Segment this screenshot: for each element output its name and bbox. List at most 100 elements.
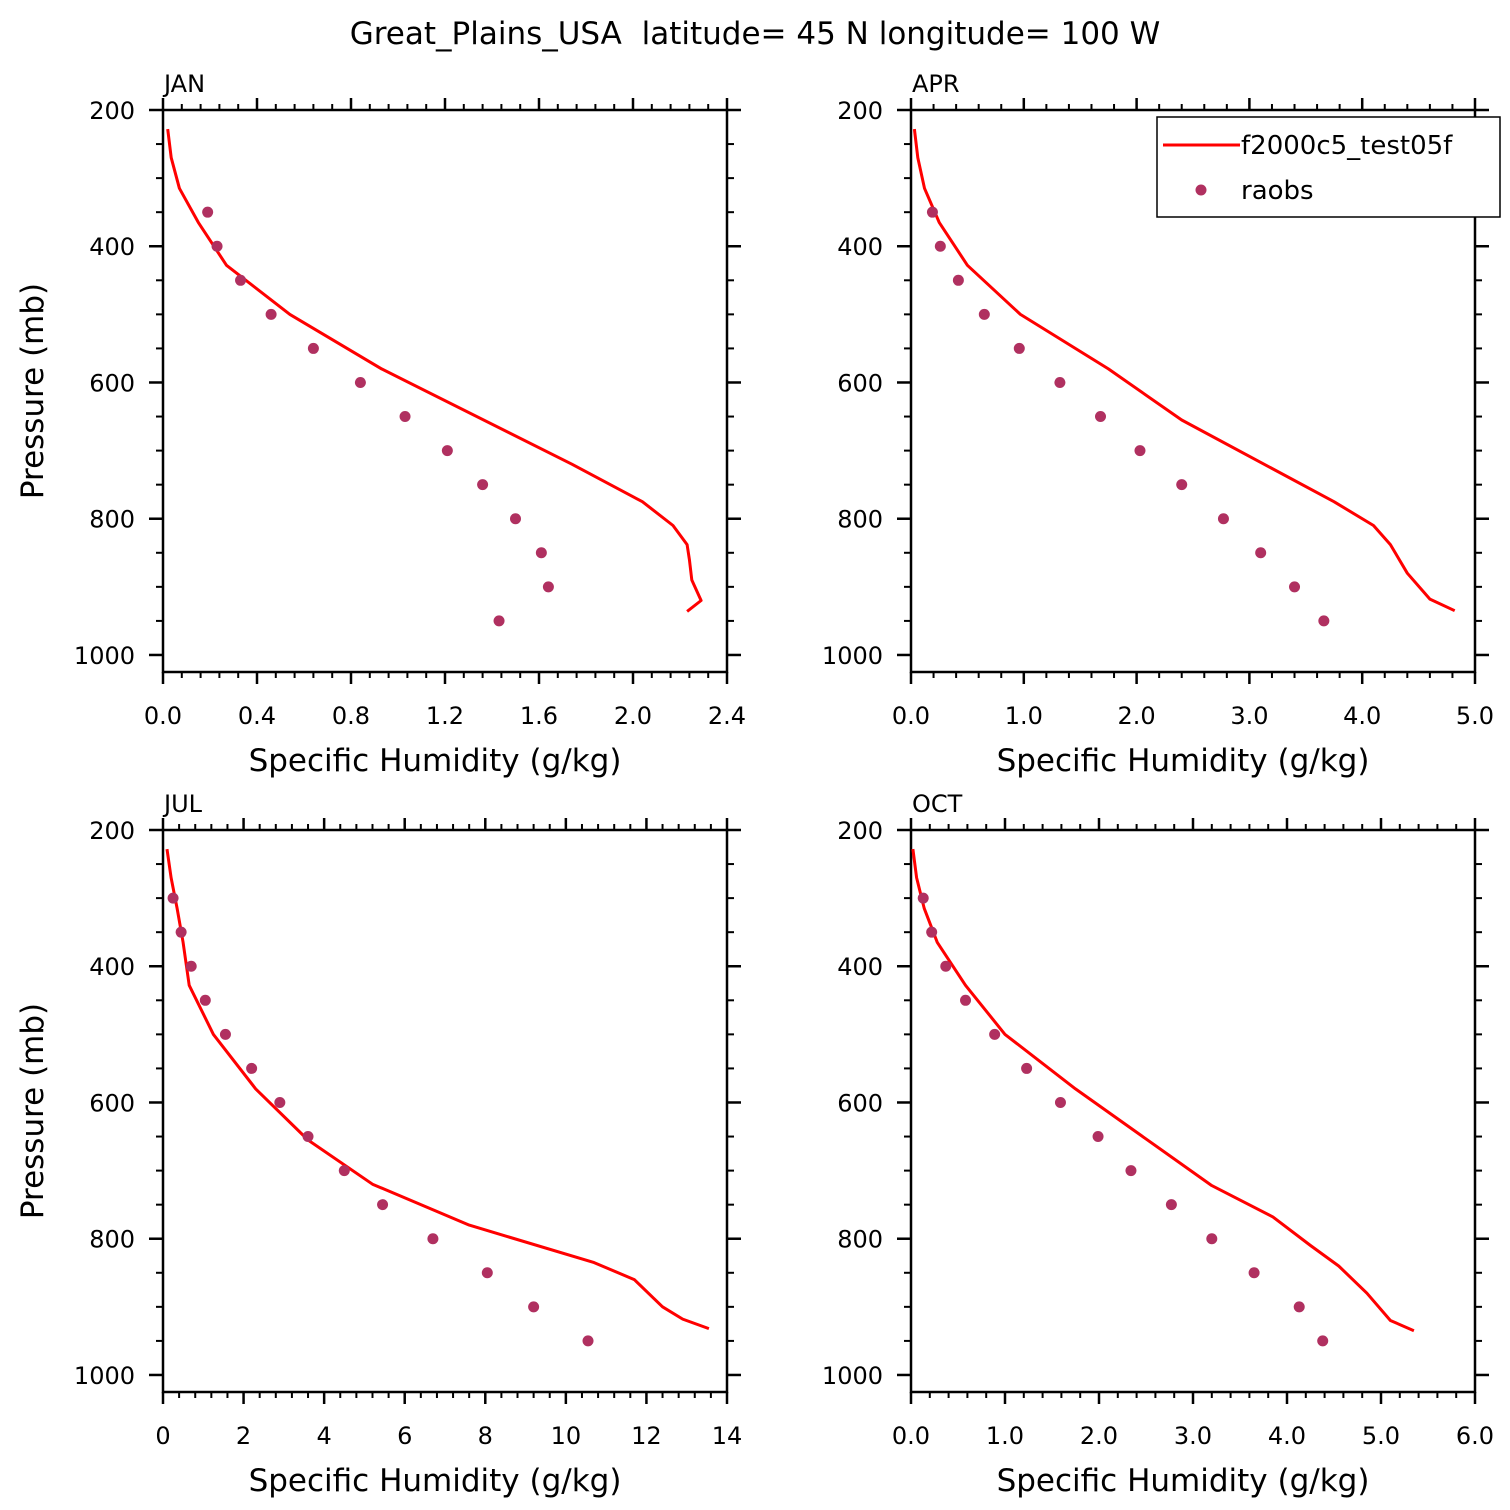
jul-raobs-point xyxy=(377,1199,389,1211)
legend-dot-swatch xyxy=(1195,184,1207,196)
jan-model-line xyxy=(166,128,703,613)
apr-xtick-label: 2.0 xyxy=(1118,702,1156,730)
oct-raobs-point xyxy=(960,994,972,1006)
oct-xtick-label: 2.0 xyxy=(1080,1422,1118,1450)
jan-ytick-label: 800 xyxy=(89,506,135,534)
jul-ytick-label: 800 xyxy=(89,1226,135,1254)
oct-xtick-label: 1.0 xyxy=(986,1422,1024,1450)
apr-raobs-point xyxy=(1134,445,1146,457)
legend-label-model: f2000c5_test05f xyxy=(1241,131,1453,161)
oct-panel-label: OCT xyxy=(912,790,963,818)
jan-raobs-point xyxy=(211,240,223,252)
apr-ytick-label: 600 xyxy=(837,369,883,397)
jan-xtick-label: 1.6 xyxy=(520,702,558,730)
jul-xaxis-label: Specific Humidity (g/kg) xyxy=(249,1463,622,1499)
jul-raobs-point xyxy=(175,926,187,938)
jul-model-line xyxy=(165,848,710,1331)
jan-yaxis-label: Pressure (mb) xyxy=(15,283,51,499)
jul-ytick-label: 200 xyxy=(89,817,135,845)
jan-axes-frame xyxy=(161,108,729,674)
apr-raobs-point xyxy=(978,308,990,320)
apr-panel-label: APR xyxy=(912,70,960,98)
apr-raobs-point xyxy=(1176,479,1188,491)
apr-raobs-point xyxy=(1054,376,1066,388)
jul-xtick-label: 6 xyxy=(397,1422,412,1450)
figure-title: Great_Plains_USA latitude= 45 N longitud… xyxy=(350,16,1161,52)
jul-yaxis-label: Pressure (mb) xyxy=(15,1003,51,1219)
jan-raobs-point xyxy=(535,547,547,559)
jan-raobs-point xyxy=(265,308,277,320)
oct-xtick-label: 4.0 xyxy=(1268,1422,1306,1450)
jan-raobs-point xyxy=(542,581,554,593)
jan-raobs-point xyxy=(235,274,247,286)
apr-ytick-label: 800 xyxy=(837,506,883,534)
jan-raobs-point xyxy=(202,206,214,218)
oct-xtick-label: 0.0 xyxy=(892,1422,930,1450)
apr-xtick-label: 3.0 xyxy=(1230,702,1268,730)
apr-axes-frame xyxy=(909,108,1477,674)
jan-ytick-label: 600 xyxy=(89,369,135,397)
apr-raobs-point xyxy=(1255,547,1267,559)
oct-raobs-point xyxy=(926,926,938,938)
legend-box xyxy=(1156,116,1501,218)
oct-raobs-point xyxy=(1293,1301,1305,1313)
oct-raobs-point xyxy=(1165,1199,1177,1211)
apr-ytick-label: 1000 xyxy=(822,642,883,670)
panel-jan: JAN 0.0 0.4 0.8 1.2 1.6 2.0 2.4 200 400 600 800 1000… xyxy=(15,70,746,779)
jul-raobs-point xyxy=(185,960,197,972)
jul-axes-frame xyxy=(161,828,729,1394)
apr-xtick-label: 1.0 xyxy=(1005,702,1043,730)
jul-raobs-point xyxy=(338,1165,350,1177)
jul-xtick-label: 0 xyxy=(155,1422,170,1450)
jan-xaxis-label: Specific Humidity (g/kg) xyxy=(249,743,622,779)
jul-raobs-point xyxy=(427,1233,439,1245)
jul-xtick-label: 12 xyxy=(631,1422,662,1450)
jan-xtick-label: 2.0 xyxy=(614,702,652,730)
jul-xtick-label: 14 xyxy=(712,1422,743,1450)
oct-raobs-point xyxy=(1092,1131,1104,1143)
jan-xtick-label: 0.4 xyxy=(238,702,276,730)
oct-raobs-point xyxy=(1125,1165,1137,1177)
jan-ytick-label: 1000 xyxy=(74,642,135,670)
jul-ytick-label: 600 xyxy=(89,1089,135,1117)
jul-raobs-point xyxy=(302,1131,314,1143)
jan-raobs-point xyxy=(354,376,366,388)
jan-raobs-point xyxy=(493,615,505,627)
jan-panel-label: JAN xyxy=(162,70,205,98)
jul-raobs-point xyxy=(582,1335,594,1347)
jul-xtick-label: 10 xyxy=(551,1422,582,1450)
jan-raobs-point xyxy=(510,513,521,525)
oct-raobs-point xyxy=(989,1028,1001,1040)
jan-raobs-point xyxy=(477,479,489,491)
oct-raobs-point xyxy=(940,960,952,972)
jan-ytick-label: 400 xyxy=(89,233,135,261)
apr-xaxis-label: Specific Humidity (g/kg) xyxy=(997,743,1370,779)
oct-xaxis-label: Specific Humidity (g/kg) xyxy=(997,1463,1370,1499)
apr-xtick-label: 0.0 xyxy=(892,702,930,730)
jul-xtick-label: 8 xyxy=(478,1422,493,1450)
apr-raobs-point xyxy=(1289,581,1301,593)
apr-ytick-label: 400 xyxy=(837,233,883,261)
jan-raobs-point xyxy=(441,445,453,457)
jan-xtick-label: 0.0 xyxy=(144,702,182,730)
apr-ytick-label: 200 xyxy=(837,97,883,125)
jan-raobs-point xyxy=(399,411,411,423)
oct-ytick-label: 800 xyxy=(837,1226,883,1254)
oct-ytick-label: 400 xyxy=(837,953,883,981)
apr-raobs-point xyxy=(926,206,938,218)
apr-xtick-label: 4.0 xyxy=(1343,702,1381,730)
oct-raobs-point xyxy=(917,892,929,904)
oct-model-line xyxy=(911,848,1415,1333)
panel-jul: JUL 0 2 4 6 8 10 12 14 200 400 600 800 1000 Specific H… xyxy=(15,790,742,1499)
apr-raobs-point xyxy=(952,274,964,286)
jul-raobs-point xyxy=(274,1096,286,1108)
apr-model-line xyxy=(912,128,1456,613)
jan-xtick-label: 0.8 xyxy=(332,702,370,730)
panel-oct: OCT 0.0 1.0 2.0 3.0 4.0 5.0 6.0 200 400 600 800 1000… xyxy=(822,790,1494,1499)
oct-raobs-point xyxy=(1054,1096,1066,1108)
oct-raobs-point xyxy=(1021,1062,1033,1074)
jul-raobs-point xyxy=(167,892,179,904)
